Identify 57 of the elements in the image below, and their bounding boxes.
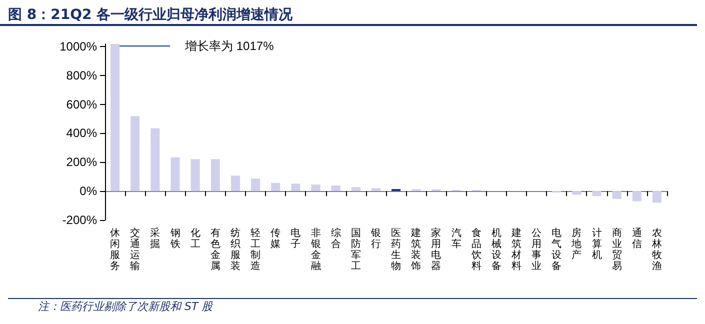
y-tick-label: -200% bbox=[62, 213, 98, 227]
chart-title: 图 8：21Q2 各一级行业归母净利润增速情况 bbox=[0, 0, 697, 26]
x-tick-label: 非银金融 bbox=[310, 227, 321, 272]
x-tick-label: 家用电器 bbox=[431, 227, 442, 272]
x-tick-label: 商业贸易 bbox=[612, 227, 622, 272]
x-tick-label: 农林牧渔 bbox=[650, 228, 662, 272]
x-tick-label: 采掘 bbox=[150, 227, 160, 250]
text: 注：医药行业剔除了次新股和 ST 股 bbox=[8, 298, 697, 314]
x-tick-label: 轻工制造 bbox=[250, 227, 261, 272]
bar bbox=[150, 128, 160, 192]
y-tick-label: 1000% bbox=[60, 39, 98, 54]
x-tick-label: 国防军工 bbox=[350, 228, 361, 272]
bar bbox=[271, 182, 280, 192]
bar bbox=[612, 191, 622, 200]
bar bbox=[572, 191, 582, 195]
x-tick-label: 房地产 bbox=[570, 227, 582, 261]
x-tick-label: 建筑装饰 bbox=[410, 227, 422, 272]
bar bbox=[592, 191, 602, 196]
x-tick-label: 银行 bbox=[370, 228, 381, 250]
x-tick-label: 纺织服装 bbox=[230, 227, 240, 272]
x-tick-label: 电子 bbox=[290, 227, 301, 250]
bar bbox=[190, 159, 200, 192]
bar bbox=[632, 191, 642, 202]
x-tick-label: 电气设备 bbox=[552, 227, 562, 272]
bar bbox=[251, 178, 260, 192]
x-tick-label: 化工 bbox=[190, 227, 200, 250]
x-tick-label: 汽车 bbox=[451, 227, 462, 250]
y-tick-label: 800% bbox=[66, 68, 98, 82]
x-tick-label: 建筑材料 bbox=[510, 227, 522, 272]
x-tick-label: 传媒 bbox=[270, 228, 281, 250]
x-tick-label: 钢铁 bbox=[169, 228, 180, 250]
y-tick-label: 600% bbox=[66, 97, 98, 112]
bar bbox=[130, 116, 140, 192]
annotation: 增长率为 1017% bbox=[184, 39, 274, 53]
bar bbox=[652, 191, 662, 203]
x-tick-label: 交通运输 bbox=[130, 227, 140, 272]
x-tick-label: 有色金属 bbox=[210, 227, 220, 272]
y-tick-label: 200% bbox=[66, 155, 98, 170]
x-tick-label: 通信 bbox=[632, 227, 642, 250]
y-tick-label: 400% bbox=[66, 126, 98, 140]
x-tick-label: 机械设备 bbox=[491, 227, 502, 272]
bar bbox=[210, 159, 220, 192]
bar bbox=[351, 187, 360, 192]
bar bbox=[371, 188, 380, 192]
x-tick-label: 综合 bbox=[330, 227, 341, 250]
bar bbox=[170, 157, 180, 192]
bar bbox=[291, 184, 300, 192]
x-tick-label: 医药生物 bbox=[391, 228, 402, 272]
x-tick-label: 计算机 bbox=[592, 227, 602, 261]
x-tick-label: 公用事业 bbox=[532, 227, 542, 272]
x-tick-label: 休闲服务 bbox=[110, 228, 120, 272]
bar bbox=[311, 184, 320, 192]
bar bbox=[331, 185, 340, 192]
x-tick-label: 食品饮料 bbox=[470, 227, 482, 272]
y-tick-label: 0% bbox=[80, 184, 98, 198]
bar bbox=[110, 44, 120, 192]
bar bbox=[230, 176, 240, 192]
